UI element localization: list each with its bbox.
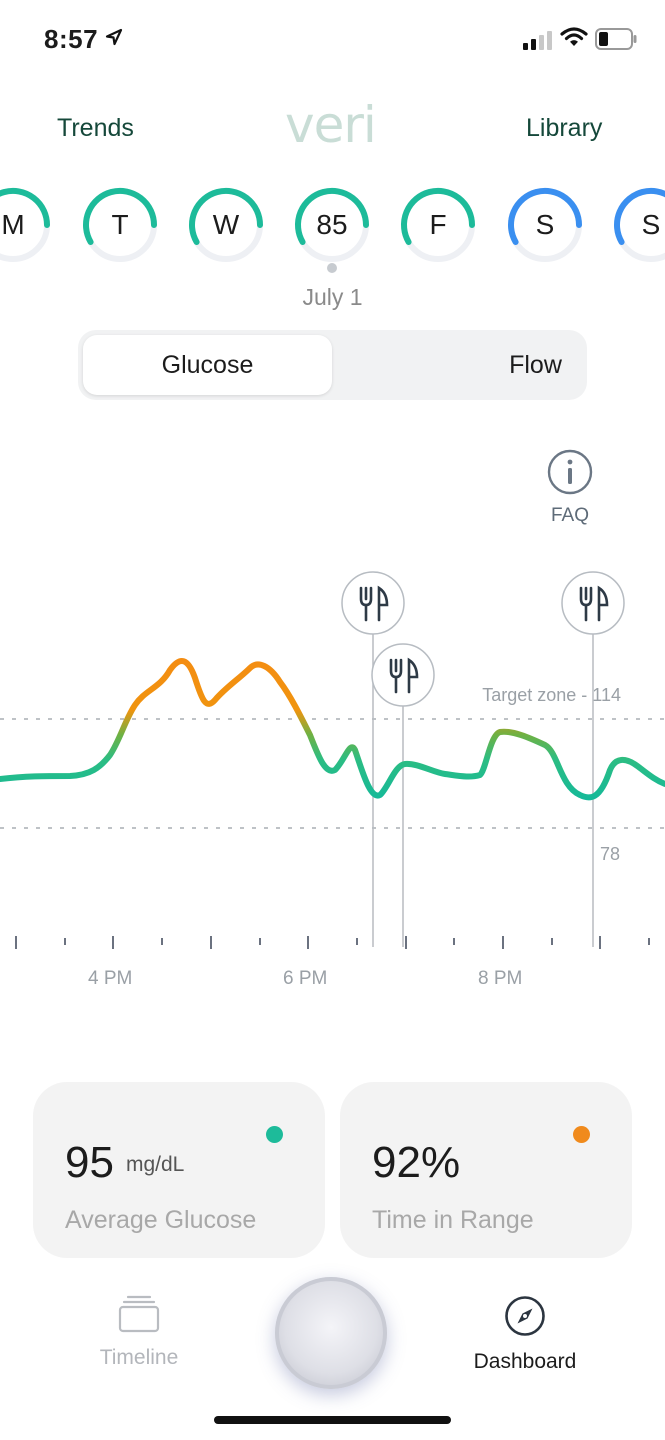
faq-label: FAQ — [550, 505, 589, 526]
x-axis-ticks — [15, 936, 650, 949]
status-bar: 8:57 — [0, 0, 665, 80]
target-upper-label: Target zone - 114 — [482, 685, 621, 705]
status-time: 8:57 — [44, 24, 99, 54]
status-dot — [573, 1126, 590, 1143]
day-ring-thursday-selected[interactable]: 85 — [292, 185, 372, 265]
day-ring-friday[interactable]: F — [398, 185, 478, 265]
day-label: 85 — [316, 209, 348, 240]
library-link[interactable]: Library — [526, 114, 603, 142]
app-logo: veri — [285, 96, 377, 154]
dashboard-tab-label: Dashboard — [473, 1350, 577, 1373]
selected-day-indicator — [327, 263, 337, 273]
day-ring-arc — [295, 187, 370, 245]
chart-mode-toggle: Glucose Flow — [78, 330, 587, 400]
day-label: S — [641, 209, 661, 240]
x-tick-label: 8 PM — [478, 968, 523, 989]
wifi-icon — [560, 27, 588, 46]
x-tick-label: 6 PM — [283, 968, 328, 989]
average-glucose-value: 95 — [65, 1138, 114, 1187]
location-arrow-icon — [105, 28, 123, 46]
faq-button[interactable]: FAQ — [540, 448, 600, 527]
fork-knife-icon — [579, 585, 609, 622]
timeline-tab-label: Timeline — [99, 1346, 179, 1369]
day-ring-arc — [83, 187, 158, 245]
day-label: T — [111, 209, 129, 240]
cards-stack-icon — [118, 1295, 160, 1333]
day-label: F — [429, 209, 447, 240]
meal-marker — [371, 643, 435, 707]
average-glucose-unit: mg/dL — [125, 1153, 185, 1177]
metric-value: 92% — [372, 1138, 460, 1188]
selected-date: July 1 — [302, 284, 363, 310]
day-ring-arc — [614, 187, 665, 245]
day-label: W — [212, 209, 240, 240]
day-ring-sunday[interactable]: S — [611, 185, 665, 265]
day-ring-wednesday[interactable]: W — [186, 185, 266, 265]
day-ring-monday[interactable]: M — [0, 185, 53, 265]
trends-link[interactable]: Trends — [57, 114, 134, 142]
day-label: M — [1, 209, 25, 240]
day-ring-arc — [189, 187, 264, 245]
day-ring-arc — [508, 187, 583, 245]
day-ring-arc — [401, 187, 476, 245]
average-glucose-card[interactable]: 95 mg/dL Average Glucose — [33, 1082, 325, 1258]
time-in-range-value: 92% — [372, 1138, 461, 1187]
flow-tab[interactable]: Flow — [509, 351, 562, 379]
timeline-tab[interactable]: Timeline — [88, 1295, 190, 1370]
time-in-range-card[interactable]: 92% Time in Range — [340, 1082, 632, 1258]
dashboard-tab[interactable]: Dashboard — [460, 1295, 590, 1374]
x-tick-label: 4 PM — [88, 968, 133, 989]
signal-icon — [523, 31, 552, 50]
home-indicator — [214, 1416, 451, 1424]
glucose-tab[interactable]: Glucose — [83, 335, 332, 395]
target-lower-label: 78 — [600, 844, 620, 864]
glucose-chart[interactable]: Target zone - 114 78 — [0, 560, 665, 960]
glucose-line — [0, 658, 665, 801]
metric-value: 95 mg/dL — [65, 1138, 184, 1188]
fork-knife-icon — [359, 585, 389, 622]
average-glucose-label: Average Glucose — [65, 1206, 257, 1234]
meal-marker — [561, 571, 625, 635]
home-orb-button[interactable] — [275, 1277, 387, 1389]
fork-knife-icon — [389, 657, 419, 694]
app-header: Trends veri Library — [0, 96, 665, 166]
time-in-range-label: Time in Range — [372, 1206, 534, 1234]
status-dot — [266, 1126, 283, 1143]
day-ring-arc — [0, 187, 51, 228]
info-icon — [547, 449, 593, 495]
day-ring-saturday[interactable]: S — [505, 185, 585, 265]
day-selector: M T W 85 F S — [0, 185, 665, 275]
compass-icon — [505, 1296, 545, 1336]
day-label: S — [535, 209, 555, 240]
day-ring-tuesday[interactable]: T — [80, 185, 160, 265]
battery-icon — [595, 28, 637, 50]
meal-marker — [341, 571, 405, 635]
